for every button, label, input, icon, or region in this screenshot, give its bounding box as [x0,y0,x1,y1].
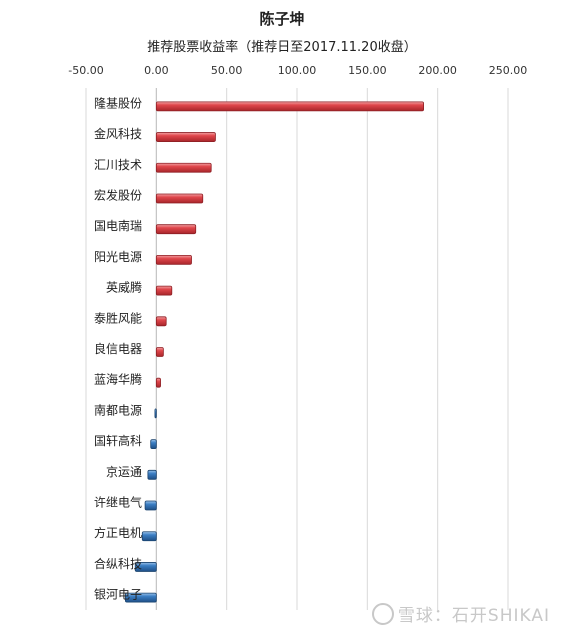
chart-title: 陈子坤 [259,10,304,28]
x-tick-label: 0.00 [144,64,169,77]
category-label: 京运通 [106,465,142,479]
bar [141,531,157,542]
bar [155,132,216,142]
bar [155,254,192,265]
x-tick-label: 100.00 [278,64,317,77]
bars [124,101,424,603]
x-tick-label: 150.00 [348,64,387,77]
x-tick-label: 200.00 [418,64,457,77]
watermark: 雪球：石开SHIKAI [371,601,550,626]
bar [155,316,167,327]
bar [155,285,173,296]
category-label: 许继电气 [94,495,142,510]
bar [124,592,157,603]
category-label: 蓝海华腾 [94,372,142,387]
category-label: 阳光电源 [94,250,142,264]
category-label: 良信电器 [94,341,142,356]
category-labels: 隆基股份金风科技汇川技术宏发股份国电南瑞阳光电源英威腾泰胜风能良信电器蓝海华腾南… [94,95,142,601]
category-label: 英威腾 [106,280,142,295]
x-axis-ticks: -50.00 0.00 50.00 100.00 150.00 200.00 250.00 [68,64,527,77]
watermark-text: 雪球：石开SHIKAI [397,606,550,626]
bar [155,347,164,357]
category-label: 国电南瑞 [94,218,142,233]
category-label: 泰胜风能 [94,310,142,325]
x-tick-label: 50.00 [211,64,243,77]
category-label: 银河电子 [94,588,142,602]
category-label: 宏发股份 [94,187,142,202]
bar [144,500,157,511]
bar [155,193,204,204]
x-tick-label: 250.00 [489,64,528,77]
bar [155,377,161,388]
category-label: 方正电机 [94,525,142,540]
bar [155,162,212,173]
category-label: 金风科技 [94,126,142,141]
category-label: 南都电源 [94,402,142,417]
bar [134,562,157,572]
bar [154,408,157,419]
chart-subtitle: 推荐股票收益率（推荐日至2017.11.20收盘） [147,39,416,55]
bar [150,439,157,450]
bar [155,101,424,112]
category-label: 国轩高科 [94,433,142,448]
category-label: 隆基股份 [94,95,142,110]
snowball-logo-icon [371,603,394,625]
bar [155,224,197,235]
category-label: 汇川技术 [94,158,142,172]
bar [147,469,157,480]
category-label: 合纵科技 [94,556,142,571]
gridlines [85,88,509,610]
x-tick-label: -50.00 [68,64,103,77]
